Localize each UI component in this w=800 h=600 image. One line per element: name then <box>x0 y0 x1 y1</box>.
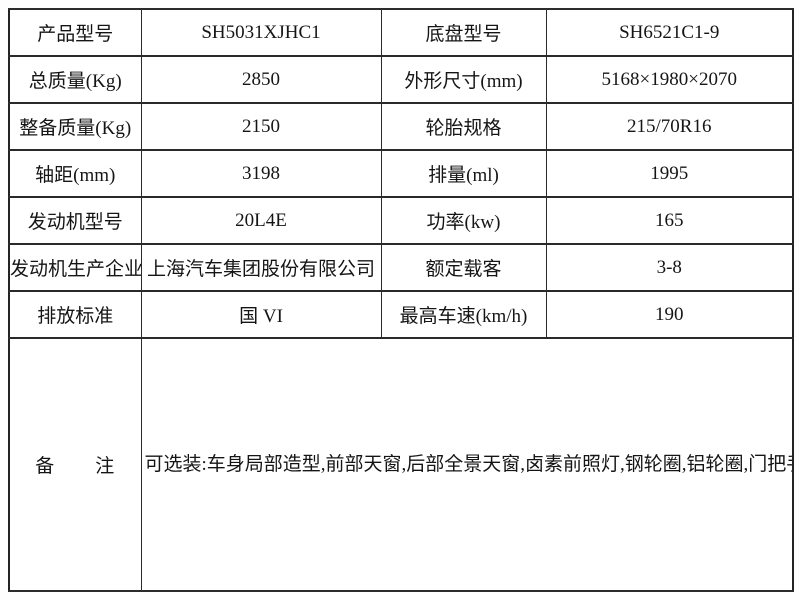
spec-value-dimensions: 5168×1980×2070 <box>545 55 794 104</box>
spec-value-displacement: 1995 <box>545 149 794 198</box>
spec-label-engine-model: 发动机型号 <box>8 196 142 245</box>
spec-value-chassis-model: SH6521C1-9 <box>545 8 794 57</box>
spec-value-product-model: SH5031XJHC1 <box>140 8 382 57</box>
spec-label-wheelbase: 轴距(mm) <box>8 149 142 198</box>
vehicle-spec-table: 产品型号 SH5031XJHC1 底盘型号 SH6521C1-9 总质量(Kg)… <box>8 8 794 592</box>
table-row: 总质量(Kg) 2850 外形尺寸(mm) 5168×1980×2070 <box>8 55 794 104</box>
spec-label-emission-standard: 排放标准 <box>8 290 142 339</box>
remarks-label: 备 注 <box>8 337 142 592</box>
spec-value-engine-manufacturer: 上海汽车集团股份有限公司 <box>140 243 382 292</box>
table-row: 产品型号 SH5031XJHC1 底盘型号 SH6521C1-9 <box>8 8 794 57</box>
spec-label-tire-spec: 轮胎规格 <box>380 102 547 151</box>
spec-value-engine-model: 20L4E <box>140 196 382 245</box>
spec-label-curb-weight: 整备质量(Kg) <box>8 102 142 151</box>
spec-label-max-speed: 最高车速(km/h) <box>380 290 547 339</box>
spec-value-curb-weight: 2150 <box>140 102 382 151</box>
table-row: 整备质量(Kg) 2150 轮胎规格 215/70R16 <box>8 102 794 151</box>
remarks-row: 备 注 可选装:车身局部造型,前部天窗,后部全景天窗,卤素前照灯,钢轮圈,铝轮圈… <box>8 337 794 592</box>
spec-value-tire-spec: 215/70R16 <box>545 102 794 151</box>
spec-label-power: 功率(kw) <box>380 196 547 245</box>
spec-value-power: 165 <box>545 196 794 245</box>
table-row: 发动机型号 20L4E 功率(kw) 165 <box>8 196 794 245</box>
spec-label-gross-weight: 总质量(Kg) <box>8 55 142 104</box>
spec-label-dimensions: 外形尺寸(mm) <box>380 55 547 104</box>
spec-value-max-speed: 190 <box>545 290 794 339</box>
spec-value-emission-standard: 国 VI <box>140 290 382 339</box>
spec-label-product-model: 产品型号 <box>8 8 142 57</box>
spec-label-chassis-model: 底盘型号 <box>380 8 547 57</box>
remarks-text: 可选装:车身局部造型,前部天窗,后部全景天窗,卤素前照灯,钢轮圈,铝轮圈,门把手… <box>140 337 794 592</box>
spec-label-engine-manufacturer: 发动机生产企业 <box>8 243 142 292</box>
table-row: 排放标准 国 VI 最高车速(km/h) 190 <box>8 290 794 339</box>
table-row: 发动机生产企业 上海汽车集团股份有限公司 额定载客 3-8 <box>8 243 794 292</box>
spec-value-rated-passengers: 3-8 <box>545 243 794 292</box>
table-row: 轴距(mm) 3198 排量(ml) 1995 <box>8 149 794 198</box>
spec-label-displacement: 排量(ml) <box>380 149 547 198</box>
spec-value-gross-weight: 2850 <box>140 55 382 104</box>
spec-value-wheelbase: 3198 <box>140 149 382 198</box>
spec-label-rated-passengers: 额定载客 <box>380 243 547 292</box>
